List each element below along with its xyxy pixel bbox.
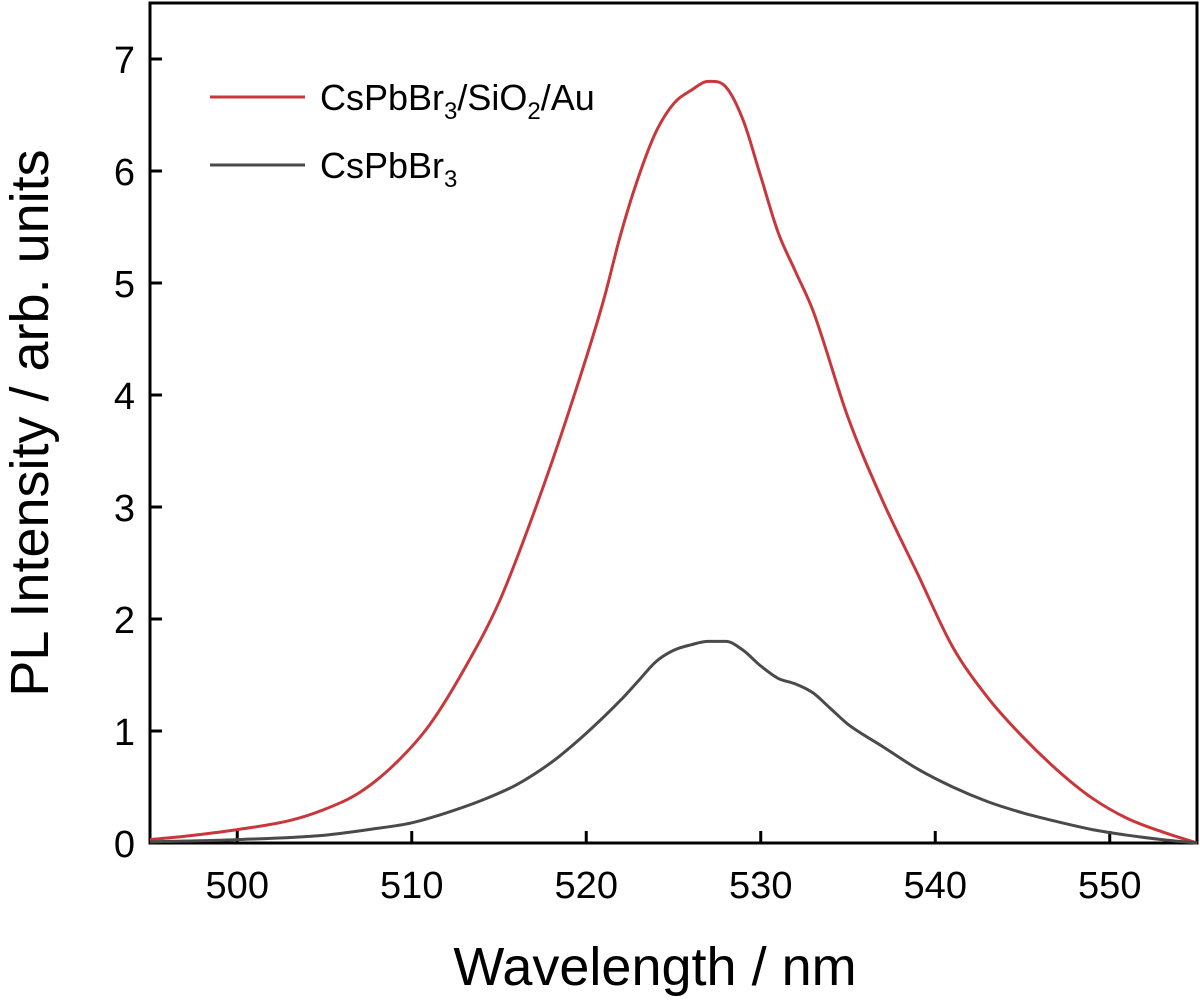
legend-subscript: 3: [444, 98, 457, 125]
legend-label: CsPbBr3: [320, 145, 457, 193]
legend-label: CsPbBr3/SiO2/Au: [320, 77, 595, 125]
series-lines: [149, 79, 1198, 845]
plot-frame: [148, 1, 1199, 845]
y-tick-label: 6: [114, 152, 135, 194]
y-tick-label: 3: [114, 488, 135, 530]
x-tick-label: 550: [1078, 865, 1141, 907]
y-tick-label: 1: [114, 712, 135, 754]
x-tick-label: 510: [380, 865, 443, 907]
y-tick-label: 2: [114, 600, 135, 642]
y-tick-label: 7: [114, 40, 135, 82]
y-tick-label: 0: [114, 824, 135, 866]
y-tick-label: 4: [114, 376, 135, 418]
x-tick-label: 500: [206, 865, 269, 907]
series-line-cspbbr3-sio2-au: [149, 79, 1198, 845]
legend-text-part: CsPbBr: [320, 145, 444, 186]
axis-ticks: 500 510 520 530 540 550 0 1 2 3 4 5 6 7: [114, 40, 1142, 907]
legend-subscript: 3: [444, 166, 457, 193]
x-tick-label: 520: [555, 865, 618, 907]
series-line-cspbbr3: [149, 639, 1198, 845]
x-tick-label: 540: [904, 865, 967, 907]
x-tick-label: 530: [729, 865, 792, 907]
y-tick-label: 5: [114, 264, 135, 306]
y-axis-title: PL Intensity / arb. units: [0, 149, 60, 696]
legend-text-part: CsPbBr: [320, 77, 444, 118]
legend-text-part: /Au: [541, 77, 595, 118]
legend-text-part: /SiO: [457, 77, 527, 118]
legend-subscript: 2: [527, 98, 540, 125]
x-axis-title: Wavelength / nm: [453, 937, 856, 997]
